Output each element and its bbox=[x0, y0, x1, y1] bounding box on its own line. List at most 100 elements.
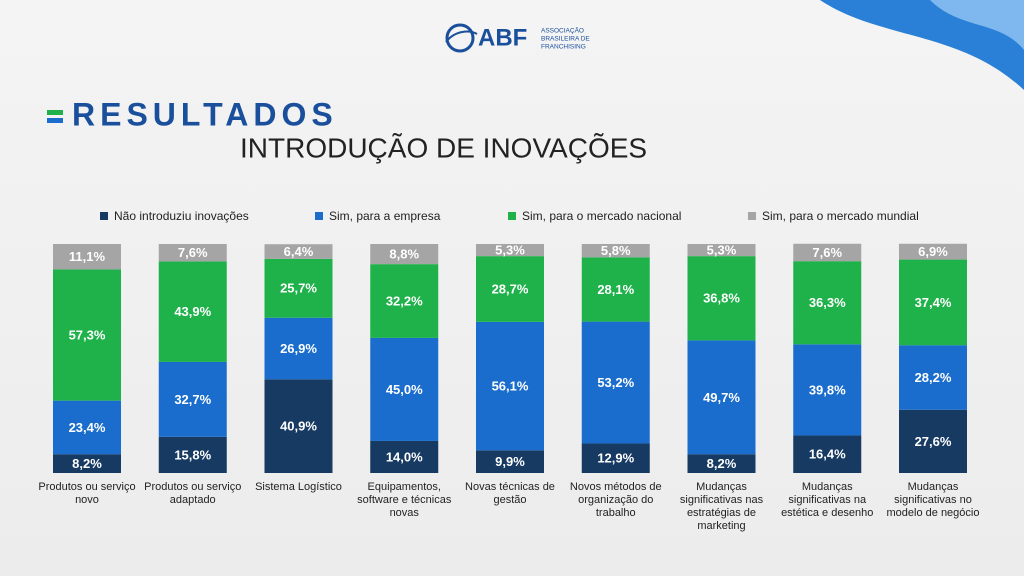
value-label: 39,8% bbox=[809, 382, 846, 397]
bar-segment bbox=[687, 244, 756, 257]
bar-segment bbox=[53, 454, 121, 473]
value-label: 45,0% bbox=[386, 382, 423, 397]
logo-icon bbox=[445, 23, 475, 53]
bar-segment bbox=[158, 261, 227, 362]
value-label: 28,7% bbox=[492, 281, 529, 296]
logo-text: BRASILEIRA DE bbox=[541, 36, 590, 43]
value-label: 11,1% bbox=[69, 249, 106, 264]
x-tick-label: Mudanças significativas no modelo de neg… bbox=[886, 481, 980, 519]
bar-segment bbox=[899, 243, 967, 260]
bar-segment bbox=[264, 317, 333, 380]
legend-swatch bbox=[315, 212, 323, 220]
value-label: 14,0% bbox=[386, 449, 423, 464]
bar-segment bbox=[476, 244, 544, 257]
bar-segment bbox=[370, 440, 439, 473]
legend-label: Sim, para o mercado nacional bbox=[522, 209, 681, 223]
legend-swatch bbox=[100, 212, 108, 220]
legend-label: Sim, para o mercado mundial bbox=[762, 209, 919, 223]
section-title: RESULTADOS bbox=[72, 96, 338, 132]
value-label: 6,4% bbox=[284, 244, 314, 259]
value-label: 36,8% bbox=[703, 291, 740, 306]
value-label: 5,3% bbox=[707, 243, 737, 258]
value-label: 6,9% bbox=[918, 244, 948, 259]
bar-segment bbox=[581, 443, 650, 473]
bar-segment bbox=[581, 244, 650, 258]
value-label: 40,9% bbox=[280, 419, 317, 434]
bar-segment bbox=[793, 435, 862, 473]
bar-segment bbox=[687, 454, 756, 473]
bar-segment bbox=[370, 337, 439, 441]
logo-name: ABF bbox=[478, 24, 527, 51]
x-tick-label: Sistema Logístico bbox=[255, 481, 342, 493]
value-label: 25,7% bbox=[280, 281, 317, 296]
x-tick-label: Mudanças significativas nas estratégias … bbox=[679, 481, 764, 532]
value-label: 37,4% bbox=[915, 295, 952, 310]
bar-segment bbox=[53, 269, 121, 401]
bar-segment bbox=[53, 400, 121, 455]
bar-segment bbox=[370, 244, 439, 265]
value-label: 8,2% bbox=[707, 456, 737, 471]
logo-text: FRANCHISING bbox=[541, 44, 586, 51]
value-label: 49,7% bbox=[703, 390, 740, 405]
section-marker bbox=[47, 110, 63, 115]
bar-segment bbox=[581, 321, 650, 444]
value-label: 53,2% bbox=[597, 375, 634, 390]
bar-segment bbox=[687, 256, 756, 341]
x-tick-label: Mudanças significativas na estética e de… bbox=[781, 481, 874, 519]
bar-segment bbox=[581, 257, 650, 322]
value-label: 32,7% bbox=[174, 392, 211, 407]
value-label: 28,1% bbox=[597, 282, 634, 297]
bar-segment bbox=[793, 261, 862, 345]
x-tick-label: Produtos ou serviço adaptado bbox=[144, 481, 242, 506]
legend-swatch bbox=[508, 212, 516, 220]
value-label: 32,2% bbox=[386, 293, 423, 308]
value-label: 15,8% bbox=[174, 447, 211, 462]
bar-segment bbox=[476, 321, 544, 451]
value-label: 56,1% bbox=[492, 379, 529, 394]
value-label: 9,9% bbox=[495, 454, 525, 469]
bar-segment bbox=[793, 243, 862, 262]
value-label: 57,3% bbox=[69, 327, 106, 342]
value-label: 28,2% bbox=[915, 370, 952, 385]
chart-title: INTRODUÇÃO DE INOVAÇÕES bbox=[240, 132, 647, 163]
bar-segment bbox=[158, 244, 227, 262]
value-label: 5,3% bbox=[495, 243, 525, 258]
value-label: 5,8% bbox=[601, 243, 631, 258]
x-tick-label: Novas técnicas de gestão bbox=[465, 481, 555, 506]
x-tick-label: Novos métodos de organização do trabalho bbox=[569, 481, 662, 519]
decor-shape bbox=[930, 0, 1024, 50]
logo-icon bbox=[445, 30, 478, 43]
bar-segment bbox=[687, 340, 756, 455]
value-label: 7,6% bbox=[812, 245, 842, 260]
value-label: 36,3% bbox=[809, 295, 846, 310]
bar-segment bbox=[899, 409, 967, 473]
value-label: 23,4% bbox=[69, 420, 106, 435]
bar-segment bbox=[264, 244, 333, 259]
value-label: 26,9% bbox=[280, 341, 317, 356]
bar-segment bbox=[899, 259, 967, 346]
x-tick-label: Produtos ou serviço novo bbox=[38, 481, 136, 506]
bar-segment bbox=[370, 264, 439, 338]
bar-segment bbox=[158, 361, 227, 437]
value-label: 8,8% bbox=[389, 247, 419, 262]
bar-segment bbox=[476, 256, 544, 322]
x-tick-label: Equipamentos, software e técnicas novas bbox=[357, 481, 452, 519]
logo-text: ASSOCIAÇÃO bbox=[541, 26, 584, 35]
bar-segment bbox=[264, 379, 333, 473]
bar-segment bbox=[264, 258, 333, 318]
value-label: 43,9% bbox=[174, 304, 211, 319]
value-label: 7,6% bbox=[178, 245, 208, 260]
bar-segment bbox=[476, 450, 544, 473]
legend-label: Sim, para a empresa bbox=[329, 209, 441, 223]
legend-swatch bbox=[748, 212, 756, 220]
bar-segment bbox=[899, 345, 967, 410]
value-label: 8,2% bbox=[72, 456, 102, 471]
bar-segment bbox=[158, 436, 227, 473]
bar-segment bbox=[53, 244, 121, 270]
value-label: 16,4% bbox=[809, 447, 846, 462]
bar-segment bbox=[793, 344, 862, 436]
section-marker bbox=[47, 118, 63, 123]
legend-label: Não introduziu inovações bbox=[114, 209, 249, 223]
